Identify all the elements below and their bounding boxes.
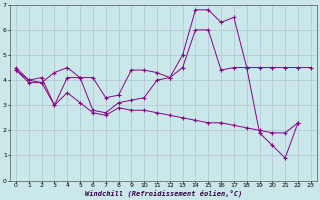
X-axis label: Windchill (Refroidissement éolien,°C): Windchill (Refroidissement éolien,°C) bbox=[85, 190, 242, 197]
